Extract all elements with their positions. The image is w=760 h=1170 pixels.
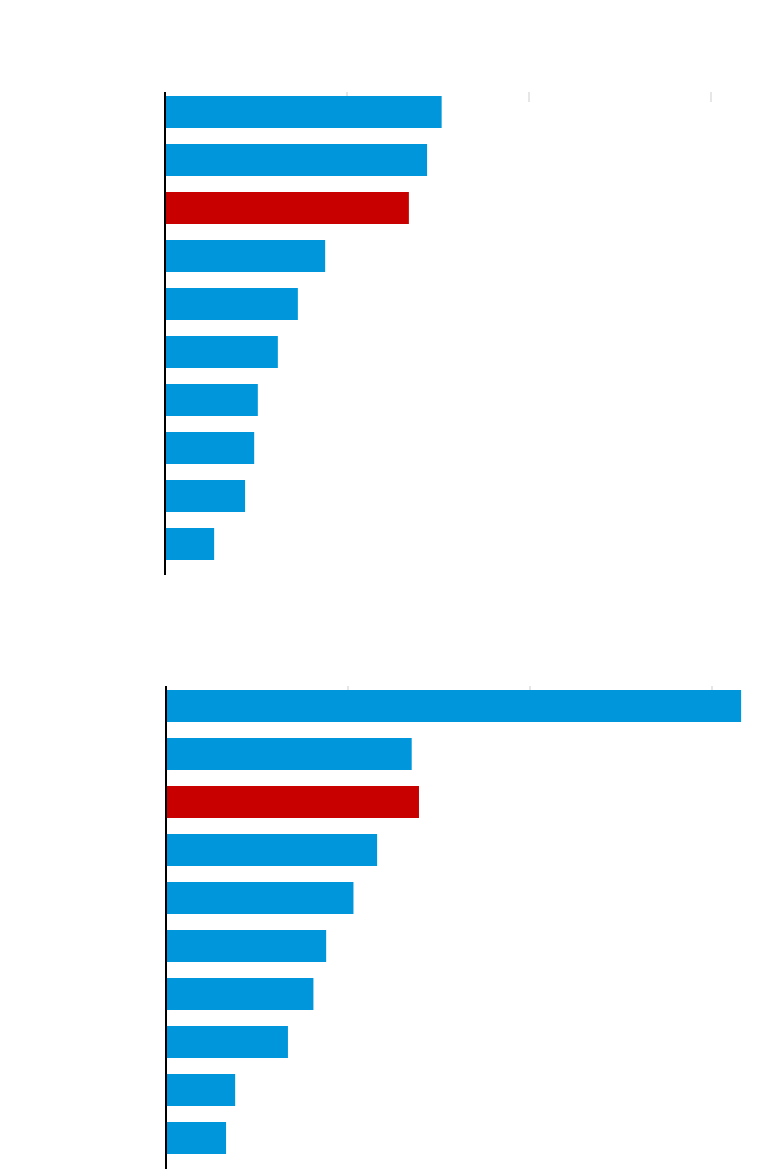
bar <box>165 288 298 320</box>
bar <box>165 144 428 176</box>
bar <box>165 240 326 272</box>
bar <box>166 882 354 914</box>
bar <box>166 1074 236 1106</box>
bar <box>166 834 378 866</box>
bar <box>165 480 246 512</box>
bar <box>165 384 258 416</box>
bar <box>166 690 742 722</box>
bar <box>166 786 419 818</box>
bar <box>165 192 409 224</box>
bar <box>166 1026 288 1058</box>
bar <box>166 738 412 770</box>
bar <box>165 432 255 464</box>
bar <box>166 978 314 1010</box>
bar <box>165 96 442 128</box>
bar <box>166 930 327 962</box>
bar <box>165 336 278 368</box>
bar <box>166 1122 227 1154</box>
bar <box>165 528 215 560</box>
